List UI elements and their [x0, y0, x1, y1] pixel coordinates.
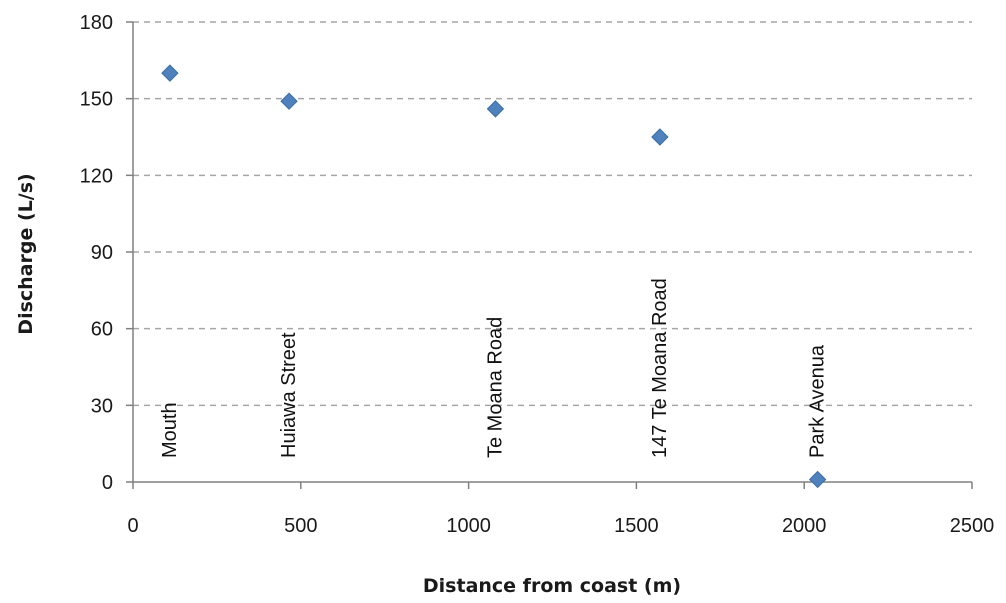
x-tick-label: 1500 [614, 515, 659, 537]
data-point-2 [486, 100, 505, 118]
site-annotation: 147 Te Moana Road [649, 278, 671, 458]
site-annotation: Mouth [159, 402, 181, 458]
y-axis-title: Discharge (L/s) [15, 173, 37, 334]
data-point-4 [808, 470, 827, 489]
y-tick-label: 120 [80, 165, 113, 187]
x-tick-label: 2500 [950, 515, 995, 537]
axes [126, 21, 973, 489]
gridlines [133, 21, 972, 407]
x-tick-label: 0 [127, 515, 138, 537]
site-annotation: Te Moana Road [484, 317, 506, 458]
site-annotations: Mouth Huiawa Street Te Moana Road 147 Te Mo… [159, 278, 829, 458]
y-tick-label: 30 [91, 395, 113, 417]
site-annotation: Park Avenua [807, 344, 829, 458]
x-axis-title: Distance from coast (m) [423, 575, 681, 597]
data-point-3 [651, 128, 669, 146]
data-point-1 [280, 92, 298, 110]
y-tick-labels: 0 30 60 90 120 150 180 [80, 12, 113, 494]
site-annotation: Huiawa Street [278, 332, 300, 458]
y-tick-label: 60 [91, 319, 113, 341]
data-points [161, 64, 827, 489]
y-tick-label: 90 [91, 242, 113, 264]
y-tick-label: 150 [80, 89, 113, 111]
x-tick-label: 500 [284, 515, 317, 537]
x-tick-label: 1000 [446, 515, 491, 537]
y-tick-label: 180 [80, 12, 113, 34]
x-tick-labels: 0 500 1000 1500 2000 2500 [127, 515, 994, 537]
x-tick-label: 2000 [782, 515, 827, 537]
y-tick-label: 0 [102, 472, 113, 494]
data-point-0 [161, 64, 179, 82]
